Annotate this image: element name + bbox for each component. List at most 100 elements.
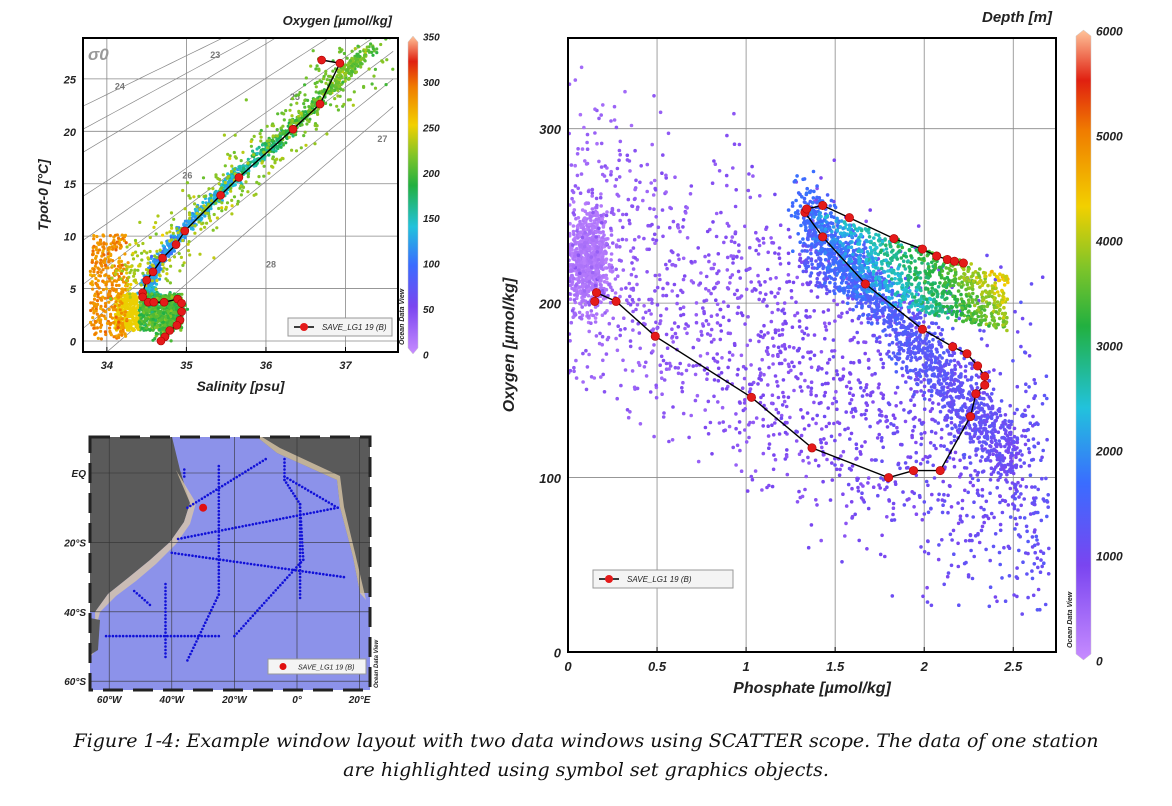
data-point [314, 85, 318, 89]
data-point [244, 98, 248, 102]
data-point [302, 134, 306, 138]
data-point [1020, 477, 1025, 482]
data-point [840, 355, 845, 360]
data-point [926, 551, 931, 556]
data-point [126, 288, 130, 292]
data-point [156, 293, 160, 297]
data-point [1046, 505, 1050, 510]
data-point [609, 119, 613, 123]
data-point [598, 195, 603, 200]
data-point [93, 332, 97, 336]
data-point [138, 220, 142, 224]
data-point [124, 310, 128, 314]
data-point [604, 257, 609, 262]
data-point [660, 376, 664, 381]
data-point [828, 498, 833, 502]
data-point [660, 208, 665, 212]
data-point [336, 108, 340, 112]
data-point [120, 287, 124, 291]
data-point [735, 311, 740, 316]
data-point [726, 365, 730, 370]
isopycnal-label: 27 [377, 134, 387, 144]
isopycnal-label: 28 [266, 260, 276, 270]
data-point [641, 316, 645, 320]
data-point [113, 242, 117, 246]
data-point [240, 189, 244, 193]
data-point [181, 263, 185, 267]
data-point [603, 260, 608, 265]
data-point [227, 174, 231, 178]
data-point [384, 83, 388, 87]
data-point [371, 53, 375, 57]
data-point [661, 415, 666, 419]
data-point [673, 175, 677, 179]
data-point [258, 132, 262, 136]
data-point [726, 304, 730, 309]
data-point [929, 506, 933, 511]
data-point [223, 164, 227, 168]
data-point [128, 325, 132, 329]
data-point [92, 244, 96, 248]
data-point [802, 427, 807, 431]
data-point [101, 249, 105, 253]
data-point [174, 311, 178, 315]
colorbar-tick-label: 0 [423, 351, 429, 362]
data-point [838, 432, 842, 437]
data-point [129, 306, 133, 310]
data-point [351, 103, 355, 107]
data-point [722, 240, 726, 245]
data-point [611, 269, 615, 273]
data-point [705, 377, 709, 382]
data-point [104, 273, 108, 277]
data-point [146, 317, 150, 321]
data-point [754, 288, 758, 292]
data-point [132, 271, 136, 275]
data-point [654, 320, 658, 325]
data-point [844, 384, 849, 389]
data-point [711, 286, 716, 291]
data-point [133, 301, 137, 305]
data-point [809, 389, 813, 394]
data-point [774, 276, 778, 280]
data-point [90, 283, 95, 287]
data-point [93, 294, 97, 298]
data-point [830, 478, 835, 482]
data-point [379, 42, 383, 47]
data-point [769, 401, 774, 406]
legend: SAVE_LG1 19 (B) [287, 317, 393, 337]
data-point [787, 279, 792, 284]
data-point [239, 159, 243, 163]
data-point [166, 279, 170, 283]
data-point [156, 266, 160, 270]
data-point [155, 315, 159, 319]
data-point [97, 315, 101, 319]
data-point [885, 515, 889, 519]
data-point [303, 105, 307, 109]
data-point [1026, 595, 1030, 600]
data-point [738, 276, 742, 280]
data-point [1027, 385, 1031, 389]
data-point [866, 481, 870, 485]
data-point [599, 192, 603, 196]
data-point [631, 328, 635, 332]
data-point [863, 412, 867, 417]
data-point [972, 554, 976, 559]
data-point [325, 78, 329, 82]
data-point [141, 241, 145, 246]
data-point [599, 248, 603, 252]
data-point [671, 405, 675, 409]
data-point [212, 193, 216, 197]
data-point [684, 322, 688, 326]
data-point [359, 61, 363, 65]
data-point [733, 230, 738, 234]
data-point [212, 212, 216, 217]
isopycnal-label: 24 [115, 81, 125, 91]
data-point [795, 311, 800, 315]
data-point [1031, 414, 1035, 419]
data-point [725, 268, 730, 272]
data-point [341, 88, 345, 92]
data-point [630, 369, 635, 373]
data-point [209, 193, 213, 198]
data-point [129, 312, 133, 316]
data-point [754, 248, 758, 253]
